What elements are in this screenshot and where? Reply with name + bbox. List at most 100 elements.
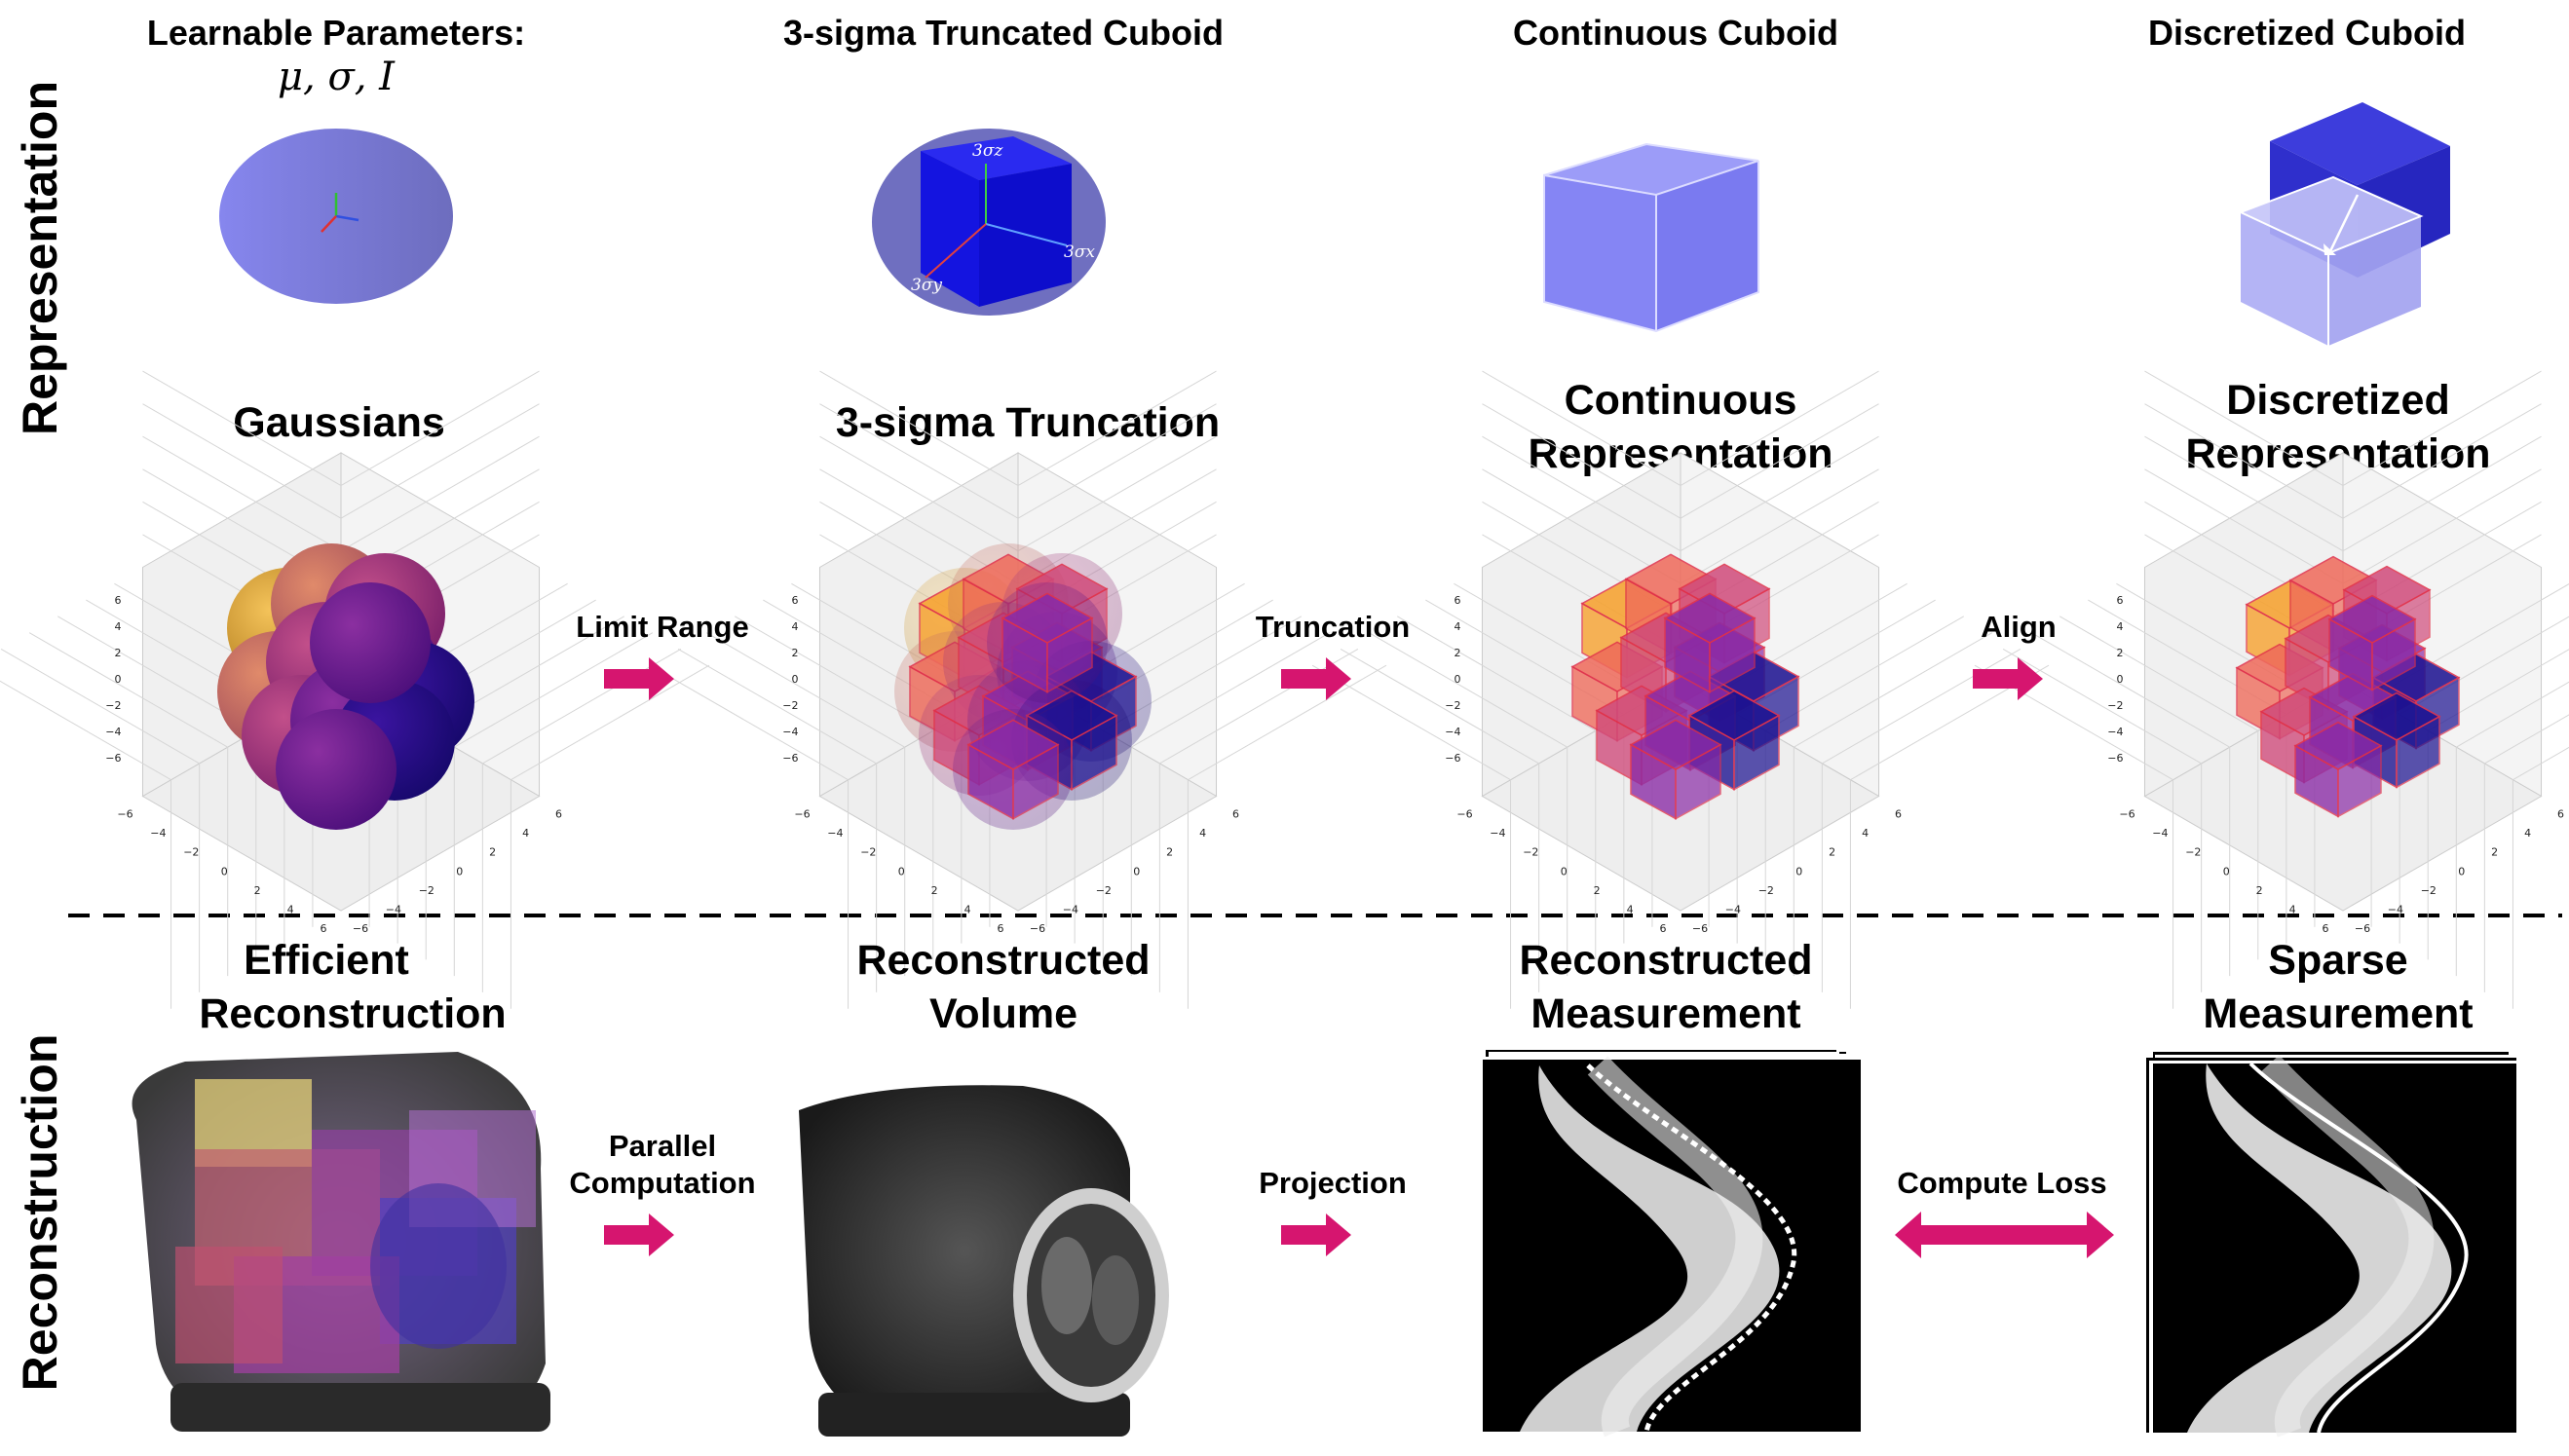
x-tick-label: 6 (2323, 922, 2329, 935)
y-tick-label: −4 (1063, 903, 1078, 915)
z-tick-label: 0 (791, 673, 798, 686)
arrow-label-align: Align (1981, 610, 2057, 644)
sigma-z-label: 3σz (972, 141, 1003, 161)
y-tick-label: 4 (522, 827, 529, 840)
x-tick-label: 4 (2289, 903, 2296, 915)
arrow-parallel-computation (604, 1213, 674, 1256)
learnable-parameters-title: Learnable Parameters: (147, 13, 525, 53)
reconstructed-volume-line2: Volume (929, 990, 1077, 1037)
gaussians-title: Gaussians (233, 399, 445, 446)
efficient-reconstruction-line1: Efficient (244, 937, 409, 984)
x-tick-label: −4 (827, 827, 843, 840)
x-tick-label: −4 (150, 827, 166, 840)
z-tick-label: 4 (2116, 620, 2123, 633)
arrow-label-limit-range: Limit Range (576, 610, 748, 644)
x-tick-label: 2 (254, 884, 261, 897)
truncated-cuboid-illustration: 3σz 3σx 3σy (872, 129, 1106, 316)
z-tick-label: −4 (1445, 726, 1460, 738)
y-tick-label: 4 (2524, 827, 2531, 840)
discretized-cuboid-illustration (2240, 102, 2450, 346)
arrow-limit-range (604, 657, 674, 700)
sigma-y-label: 3σy (911, 276, 942, 295)
x-tick-label: −6 (794, 808, 810, 821)
arrow-align (1973, 657, 2043, 700)
z-tick-label: −6 (782, 752, 798, 765)
x-tick-label: 4 (1627, 903, 1634, 915)
y-tick-label: 2 (1829, 846, 1835, 859)
z-tick-label: −6 (105, 752, 121, 765)
z-tick-label: 4 (791, 620, 798, 633)
z-tick-label: 4 (114, 620, 121, 633)
z-tick-label: 6 (1454, 594, 1460, 607)
side-label-representation: Representation (13, 81, 67, 435)
y-tick-label: 0 (1133, 865, 1140, 877)
z-tick-label: 0 (114, 673, 121, 686)
truncation-title: 3-sigma Truncation (836, 399, 1220, 446)
x-tick-label: −6 (2119, 808, 2135, 821)
y-tick-label: −2 (1758, 884, 1774, 897)
y-tick-label: 6 (555, 808, 562, 821)
z-tick-label: −2 (105, 699, 121, 712)
x-tick-label: 0 (2223, 865, 2230, 877)
z-tick-label: −4 (105, 726, 121, 738)
continuous-cuboid-illustration (1543, 142, 1759, 333)
z-tick-label: 2 (791, 647, 798, 659)
x-tick-label: −2 (2185, 846, 2201, 859)
y-tick-label: 6 (1895, 808, 1902, 821)
primitive-cluster (1570, 553, 1800, 820)
z-tick-label: −6 (1445, 752, 1460, 765)
y-tick-label: 0 (456, 865, 463, 877)
z-tick-label: 6 (114, 594, 121, 607)
y-tick-label: −6 (1692, 922, 1708, 935)
y-tick-label: −4 (1725, 903, 1741, 915)
z-tick-label: 0 (2116, 673, 2123, 686)
sparse-measurement-image (2146, 1052, 2516, 1437)
y-tick-label: −6 (2355, 922, 2370, 935)
y-tick-label: −2 (1096, 884, 1112, 897)
y-tick-label: 6 (1232, 808, 1239, 821)
y-tick-label: 4 (1199, 827, 1206, 840)
continuous-representation-line1: Continuous (1565, 377, 1797, 424)
axis-box-plot: 6 4 2 0 −2 −4 −6 −6 −6 −4 −4 −2 −2 0 0 2 2 4 4 6 6 (0, 370, 710, 1009)
y-tick-label: 0 (2458, 865, 2465, 877)
x-tick-label: 0 (1561, 865, 1568, 877)
x-tick-label: 6 (1660, 922, 1667, 935)
y-tick-label: −2 (419, 884, 434, 897)
primitive-cluster (2235, 555, 2461, 818)
z-tick-label: 2 (1454, 647, 1460, 659)
y-tick-label: 6 (2557, 808, 2564, 821)
arrow-truncation (1281, 657, 1351, 700)
x-tick-label: 6 (321, 922, 327, 935)
discretized-representation-line1: Discretized (2226, 377, 2449, 424)
z-tick-label: −4 (782, 726, 798, 738)
x-tick-label: 2 (1594, 884, 1601, 897)
axis-box-plot: 6 4 2 0 −2 −4 −6 −6 −6 −4 −4 −2 −2 0 0 2 2 4 4 6 6 (1311, 370, 2050, 1009)
z-tick-label: 6 (2116, 594, 2123, 607)
z-tick-label: 4 (1454, 620, 1460, 633)
efficient-reconstruction-image (132, 1052, 550, 1432)
arrow-label-parallel: Parallel (609, 1129, 716, 1163)
arrow-label-computation: Computation (569, 1166, 755, 1200)
z-tick-label: 2 (114, 647, 121, 659)
gaussian-ellipse (219, 129, 453, 304)
primitive-cluster (894, 543, 1152, 830)
x-tick-label: 4 (964, 903, 971, 915)
z-tick-label: −2 (2107, 699, 2123, 712)
z-tick-label: −2 (782, 699, 798, 712)
reconstructed-volume-image (799, 1085, 1169, 1437)
continuous-cuboid-title: Continuous Cuboid (1513, 13, 1838, 53)
sparse-measurement-line1: Sparse (2268, 937, 2407, 984)
x-tick-label: 0 (898, 865, 905, 877)
x-tick-label: −2 (860, 846, 876, 859)
x-tick-label: 4 (287, 903, 294, 915)
learnable-parameters-math: μ, σ, I (278, 55, 396, 99)
z-tick-label: −2 (1445, 699, 1460, 712)
three-d-plots: 6 4 2 0 −2 −4 −6 −6 −6 −4 −4 −2 −2 0 0 2 2 4 4 6 6 6 4 2 0 −2 −4 −6… (0, 370, 2569, 1009)
truncated-cuboid-title: 3-sigma Truncated Cuboid (783, 13, 1224, 53)
y-tick-label: −4 (386, 903, 401, 915)
x-tick-label: 0 (221, 865, 228, 877)
reconstructed-measurement-image (1481, 1050, 1861, 1437)
x-tick-label: −4 (2152, 827, 2168, 840)
reconstructed-measurement-line2: Measurement (1530, 990, 1800, 1037)
reconstructed-measurement-line1: Reconstructed (1519, 937, 1812, 984)
